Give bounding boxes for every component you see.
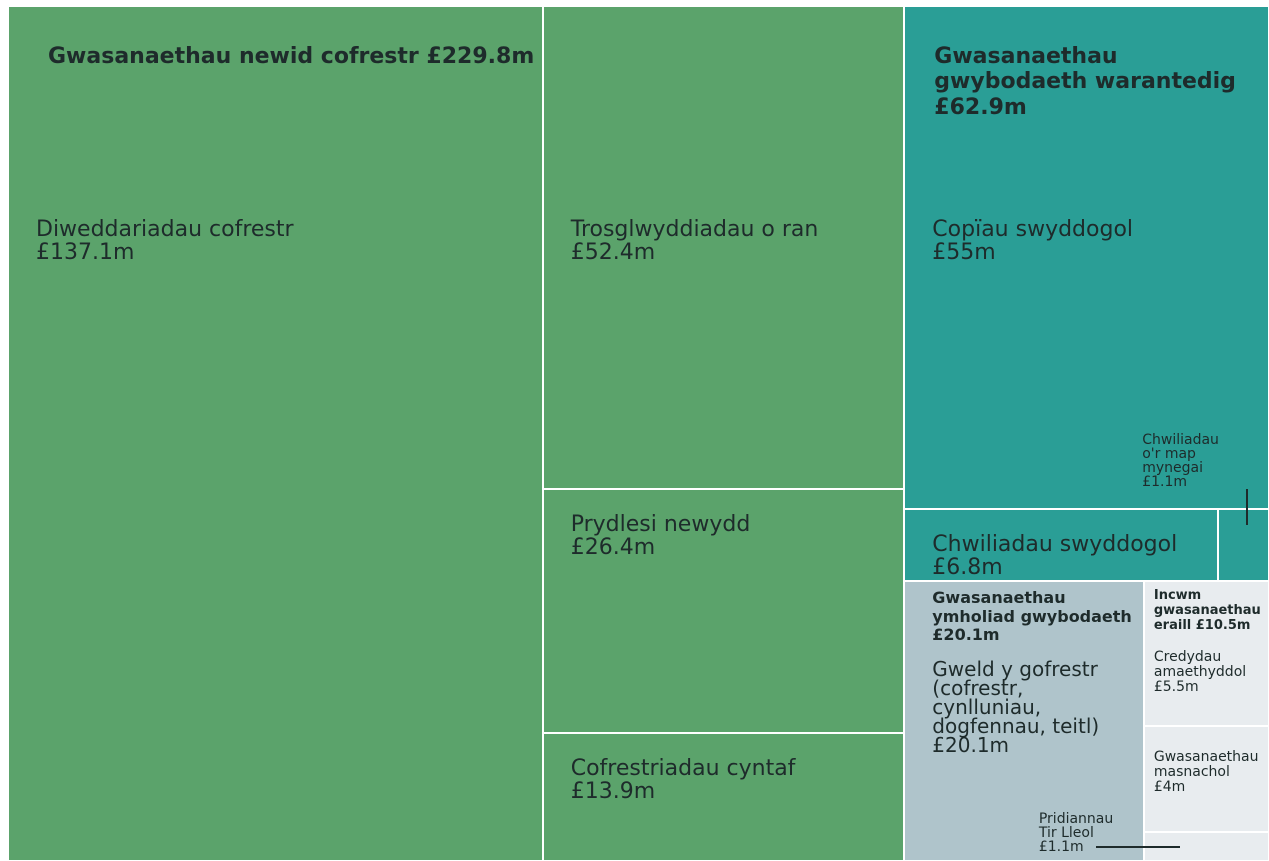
- leaf-value: £5.5m: [1153, 678, 1199, 695]
- leaf-rect: [542, 732, 905, 861]
- leaf-label: Trosglwyddiadau o ran £52.4m: [571, 218, 897, 264]
- leaf-rect: [1218, 508, 1269, 582]
- leaf-label: Chwiliadau swyddogol £6.8m: [932, 533, 1210, 579]
- leaf-label: Diweddariadau cofrestr £137.1m: [36, 218, 535, 264]
- leaf-rect: [1143, 726, 1269, 832]
- leaf-value: £13.9m: [570, 778, 656, 804]
- leaf-label: Credydau amaethyddol £5.5m: [1154, 650, 1261, 694]
- leaf-rect: [542, 6, 905, 490]
- leaf-rect: [904, 508, 1219, 582]
- callout-line: [1095, 846, 1180, 849]
- callout-line: [1246, 488, 1249, 525]
- leaf-label: Gweld y gofrestr (cofrestr, cynlluniau, …: [932, 657, 1136, 758]
- leaf-value: £55m: [932, 240, 996, 266]
- group-label: Gwasanaethau ymholiad gwybodaeth £20.1m: [932, 588, 1136, 644]
- leaf-rect: [904, 6, 1269, 509]
- group-value: £10.5m: [1195, 618, 1251, 634]
- leaf-label: Prydlesi newydd £26.4m: [571, 513, 897, 559]
- leaf-value: £20.1m: [932, 733, 1010, 758]
- leaf-name: Trosglwyddiadau o ran: [570, 217, 819, 242]
- group-name: Gwasanaethau ymholiad gwybodaeth: [932, 588, 1132, 626]
- leaf-name: Diweddariadau cofrestr: [36, 217, 294, 242]
- group-value: £20.1m: [932, 624, 1000, 644]
- leaf-name: Cofrestriadau cyntaf: [570, 755, 796, 781]
- leaf-rect: [1143, 581, 1269, 727]
- group-label: Gwasanaethau gwybodaeth warantedig £62.9…: [934, 44, 1254, 120]
- leaf-rect: [904, 581, 1144, 861]
- leaf-value: £1.1m: [1142, 473, 1188, 490]
- leaf-rect: [8, 6, 543, 861]
- leaf-name: Chwiliadau swyddogol: [932, 531, 1178, 557]
- leaf-value: £1.1m: [1038, 839, 1084, 856]
- leaf-name: Gweld y gofrestr (cofrestr, cynlluniau, …: [932, 657, 1100, 739]
- leaf-value: £26.4m: [570, 535, 656, 561]
- leaf-rect: [542, 489, 905, 733]
- leaf-value: £137.1m: [36, 240, 135, 266]
- group-name: Incwm gwasanaethau eraill: [1153, 588, 1261, 634]
- leaf-label: Cofrestriadau cyntaf £13.9m: [571, 757, 897, 803]
- callout-label: Chwiliadau o'r map mynegai £1.1m: [1142, 433, 1224, 489]
- group-name: Gwasanaethau newid cofrestr: [48, 44, 419, 69]
- group-label: Gwasanaethau newid cofrestr £229.8m: [48, 44, 884, 69]
- leaf-name: Prydlesi newydd: [570, 512, 751, 538]
- leaf-value: £6.8m: [932, 555, 1003, 581]
- leaf-name: Credydau amaethyddol: [1153, 649, 1247, 680]
- leaf-name: Gwasanaethau masnachol: [1153, 749, 1259, 781]
- leaf-name: Chwiliadau o'r map mynegai: [1142, 431, 1219, 476]
- leaf-label: Gwasanaethau masnachol £4m: [1154, 750, 1261, 794]
- leaf-value: £4m: [1153, 778, 1186, 795]
- leaf-name: Pridiannau Tir Lleol: [1038, 811, 1114, 842]
- leaf-value: £52.4m: [570, 240, 656, 266]
- leaf-label: Copïau swyddogol £55m: [932, 218, 1261, 264]
- callout-label: Pridiannau Tir Lleol £1.1m: [1038, 812, 1113, 856]
- group-label: Incwm gwasanaethau eraill £10.5m: [1153, 588, 1261, 634]
- group-value: £229.8m: [426, 44, 535, 69]
- leaf-name: Copïau swyddogol: [932, 217, 1134, 242]
- group-name: Gwasanaethau gwybodaeth warantedig: [934, 44, 1236, 95]
- group-value: £62.9m: [934, 94, 1027, 120]
